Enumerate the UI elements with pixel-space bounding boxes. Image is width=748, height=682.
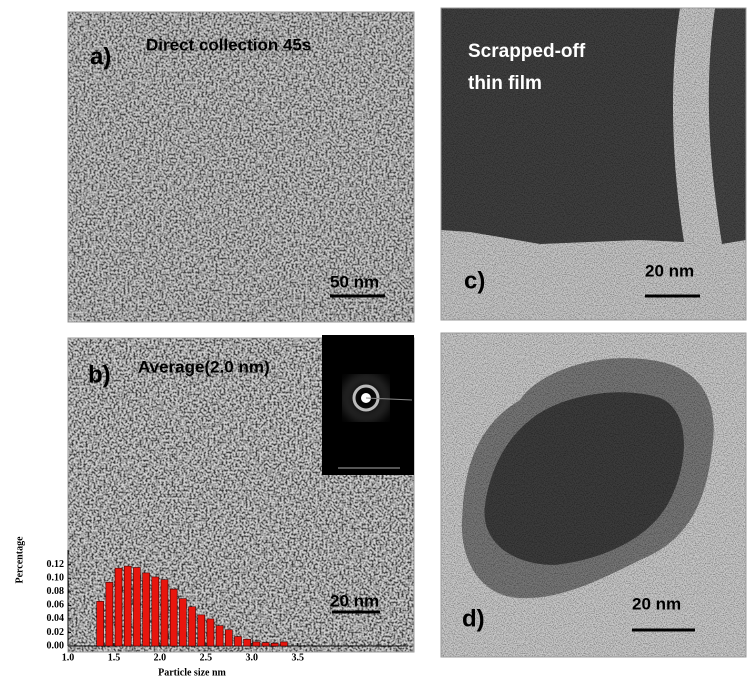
figure: a) Direct collection 45s 50 nm Scrapped-… [0,0,748,682]
scale-label: 20 nm [645,261,694,280]
bar [152,577,159,646]
x-tick-label: 2.0 [154,652,167,663]
y-axis-label: Percentage [14,536,25,584]
x-tick-label: 3.0 [246,652,259,663]
scale-label: 50 nm [330,272,379,291]
bar [161,580,168,646]
x-axis-label: Particle size nm [158,667,226,678]
x-tick-label: 3.5 [291,652,304,663]
panel-label: c) [464,267,485,294]
bar [143,573,150,646]
x-tick-label: 1.0 [62,652,75,663]
bar [244,639,251,646]
y-tick-label: 0.02 [47,627,65,638]
bar [216,626,223,646]
scale-label: 20 nm [330,591,379,610]
panel-caption: Average(2.0 nm) [138,357,270,376]
bar [262,643,269,646]
scale-label: 20 nm [632,594,681,613]
bar [133,567,140,646]
bar [170,589,177,646]
x-tick-label: 2.5 [200,652,213,663]
bar [207,619,214,646]
panel-caption: Direct collection 45s [146,35,311,54]
bar [235,637,242,646]
y-tick-label: 0.12 [47,559,65,570]
panel-label: a) [90,43,111,70]
y-tick-label: 0.04 [47,613,65,624]
bar [198,615,205,646]
bar [115,568,122,646]
panel-d-image [441,333,746,657]
bar [189,607,196,646]
bar [106,582,113,646]
bar [225,630,232,646]
y-tick-label: 0.08 [47,586,65,597]
bar [253,642,260,646]
y-tick-label: 0.06 [47,600,65,611]
bar [179,599,186,646]
bar [280,642,287,646]
bar [271,643,278,646]
panel-label: d) [462,605,485,632]
diffraction-inset [322,335,414,475]
bar [124,566,131,646]
y-tick-label: 0.00 [47,640,65,651]
bar [97,601,104,646]
panel-caption: thin film [468,73,542,94]
panel-label: b) [88,361,111,388]
panel-caption: Scrapped-off [468,41,586,62]
x-tick-label: 1.5 [108,652,121,663]
y-tick-label: 0.10 [47,573,65,584]
